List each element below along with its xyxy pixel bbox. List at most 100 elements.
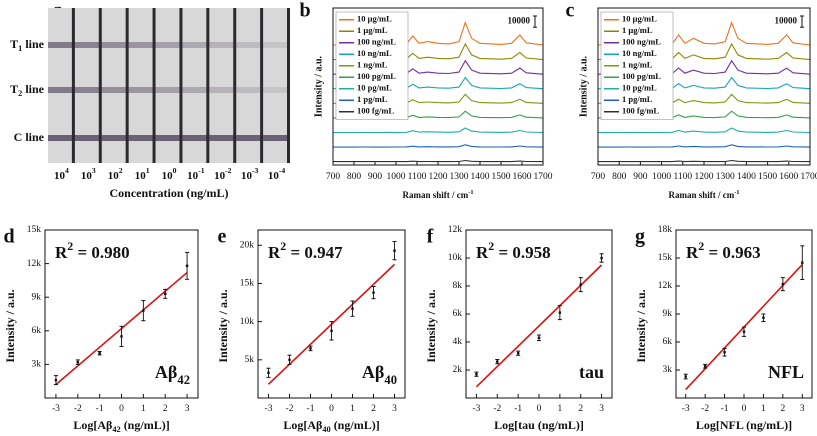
band (48, 87, 75, 93)
text-segment: (ng/mL)] (121, 418, 170, 432)
y-tick-label: 9k (32, 292, 42, 302)
band (101, 42, 129, 48)
text-segment: -1 (734, 189, 739, 196)
text-segment: 10 (241, 170, 253, 182)
x-axis-label: Log[tau (ng/mL)] (494, 418, 584, 432)
text-segment: 10 (214, 170, 226, 182)
panel-label: f (427, 226, 434, 248)
x-tick-label: 900 (633, 172, 648, 182)
y-tick-label: 5k (245, 355, 255, 365)
x-tick-label: 1 (350, 404, 355, 414)
x-tick-label: 3 (185, 404, 190, 414)
marker-label: Aβ40 (362, 362, 397, 387)
spectrum (333, 159, 544, 163)
y-tick-label: 10k (240, 317, 255, 327)
legend-label: 100 fg/mL (357, 106, 394, 116)
text-segment: C line (14, 130, 45, 144)
strip-divider (287, 8, 290, 163)
panel-label: b (299, 0, 310, 22)
x-tick-label: 1000 (652, 172, 671, 182)
band (101, 87, 129, 93)
text-segment: T (10, 37, 18, 51)
y-tick-label: 18k (658, 225, 673, 235)
y-tick-label: 12k (27, 259, 42, 269)
x-tick-label: 1500 (758, 172, 777, 182)
text-segment: 2 (119, 166, 123, 175)
text-segment: = 0.947 (286, 243, 343, 262)
point (185, 264, 189, 268)
x-tick-label: 0 (119, 404, 124, 414)
x-tick-label: -3 (472, 404, 480, 414)
row-label: C line (14, 130, 45, 144)
spectrum (598, 144, 811, 148)
x-tick-label: -3 (52, 404, 60, 414)
legend-label: 10 μg/mL (357, 14, 392, 24)
x-tick-label: 1 (141, 404, 146, 414)
band (48, 135, 75, 141)
panel-label: e (218, 226, 227, 248)
x-tick-label: 2 (163, 404, 168, 414)
strip-label: 10-4 (268, 166, 286, 181)
x-tick-label: 1100 (673, 172, 692, 182)
point (742, 330, 746, 333)
x-tick-label: 1 (761, 404, 766, 414)
band (155, 42, 183, 48)
y-tick-label: 10k (448, 253, 463, 263)
strip-label: 10-3 (241, 166, 259, 181)
point (309, 347, 312, 350)
text-segment: 10 (268, 170, 280, 182)
point (76, 360, 79, 364)
x-tick-label: -2 (701, 404, 709, 414)
text-segment: Log[Aβ (283, 418, 322, 432)
text-segment: -4 (279, 166, 286, 175)
strip-divider (179, 8, 183, 163)
x-tick-label: 800 (347, 172, 362, 182)
r-squared: R2 = 0.963 (686, 239, 761, 262)
band (48, 42, 75, 48)
text-segment: Aβ (155, 362, 177, 382)
x-tick-label: -1 (307, 404, 315, 414)
x-tick-label: 1700 (534, 172, 553, 182)
x-tick-label: -2 (493, 404, 501, 414)
point (164, 292, 167, 296)
x-tick-label: -3 (265, 404, 273, 414)
text-segment: 3 (92, 166, 96, 175)
text-segment: 2 (698, 239, 704, 253)
text-segment: line (22, 82, 44, 96)
x-tick-label: 700 (326, 172, 341, 182)
strip-divider (233, 8, 237, 163)
y-tick-label: 6k (32, 326, 42, 336)
strip-divider (125, 8, 129, 163)
text-segment: 10 (135, 170, 147, 182)
plot-frame (675, 229, 813, 399)
point (267, 371, 270, 374)
scale-bar-label: 10000 (508, 16, 531, 26)
band (128, 87, 156, 93)
legend-label: 1 μg/mL (622, 25, 653, 35)
text-segment: -1 (468, 189, 473, 196)
text-segment: 1 (146, 166, 150, 175)
text-segment: 1 (18, 44, 22, 53)
x-axis-label: Concentration (ng/mL) (110, 186, 229, 200)
x-tick-label: 900 (368, 172, 383, 182)
legend-label: 100 fg/mL (622, 106, 659, 116)
strip-label: 101 (135, 166, 150, 181)
x-tick-label: 1400 (737, 172, 756, 182)
strip-label: 100 (162, 166, 177, 181)
y-tick-label: 20k (240, 240, 255, 250)
strip-divider (206, 8, 210, 163)
x-tick-label: 3 (800, 404, 805, 414)
plot-frame (44, 229, 199, 399)
band (209, 135, 237, 141)
marker-label: NFL (768, 362, 804, 382)
band (155, 87, 183, 93)
y-tick-label: 2k (453, 365, 463, 375)
y-axis-label: Intensity / a.u. (3, 289, 17, 362)
x-tick-label: 1300 (450, 172, 469, 182)
y-tick-label: 8k (453, 281, 463, 291)
x-tick-label: 2 (371, 404, 376, 414)
y-axis-label: Intensity / a.u. (424, 289, 438, 362)
x-tick-label: 1600 (513, 172, 532, 182)
text-segment: = 0.958 (494, 243, 550, 262)
